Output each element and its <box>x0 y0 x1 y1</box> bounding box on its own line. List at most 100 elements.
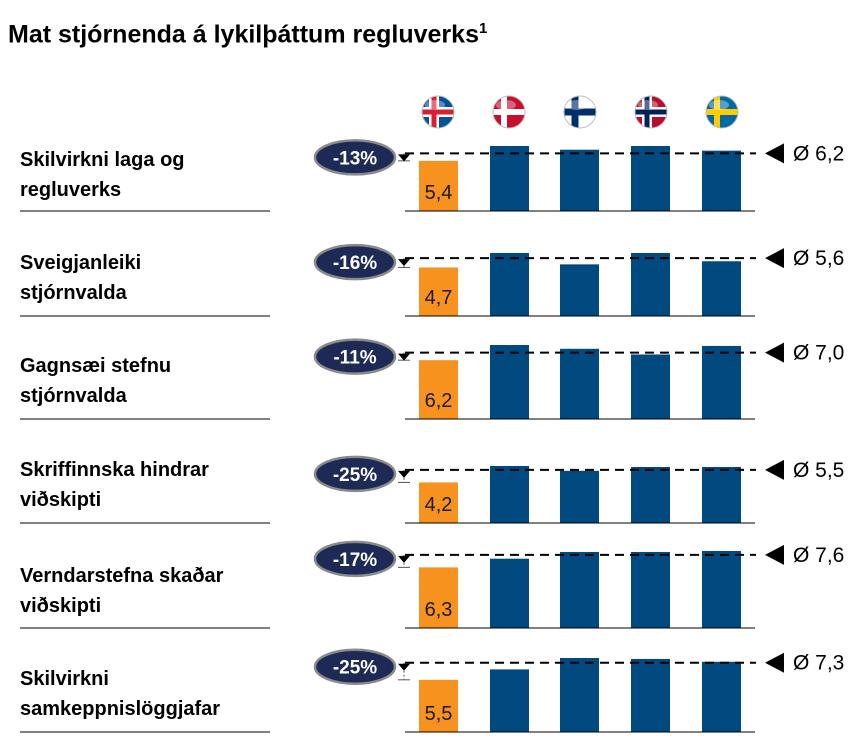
difference-badge-text: -13% <box>333 148 377 169</box>
flag-rim <box>421 95 455 129</box>
flag-denmark-icon <box>493 96 525 128</box>
bar-sweden <box>702 261 741 316</box>
bar-sweden <box>702 466 741 523</box>
chart-title-text: Mat stjórnenda á lykilþáttum regluverks <box>8 20 479 49</box>
flag-part <box>706 109 738 115</box>
gap-arrow-icon <box>398 555 410 563</box>
bar-finland <box>560 470 599 523</box>
row-label: Skilvirkni laga og regluverks <box>20 149 185 201</box>
average-label: Ø 5,5 <box>793 459 844 482</box>
difference-badge <box>313 338 397 375</box>
bar-iceland <box>419 679 458 732</box>
average-label: Ø 7,6 <box>793 544 844 567</box>
bar-finland <box>560 264 599 316</box>
difference-badge <box>313 139 397 176</box>
gap-arrow-icon <box>398 663 410 671</box>
flag-part <box>635 109 667 115</box>
difference-badge-text: -25% <box>333 465 377 486</box>
difference-badge <box>313 648 397 685</box>
flag-part <box>714 96 720 128</box>
bar-sweden <box>702 345 741 419</box>
flag-norway-icon <box>635 96 667 128</box>
flag-rim <box>492 95 526 129</box>
bar-finland <box>560 658 599 732</box>
average-marker-icon <box>765 544 784 565</box>
bar-finland <box>560 149 599 211</box>
bar-iceland <box>419 482 458 523</box>
iceland-value-label: 4,2 <box>425 494 453 516</box>
flag-part <box>501 96 507 128</box>
title-footnote: 1 <box>478 20 488 37</box>
bar-denmark <box>490 146 529 211</box>
bar-denmark <box>490 466 529 523</box>
bar-iceland <box>419 267 458 316</box>
difference-badge-text: -16% <box>333 253 377 274</box>
average-label: Ø 5,6 <box>793 247 844 270</box>
bar-norway <box>631 354 670 419</box>
gap-arrow-icon <box>398 259 410 267</box>
difference-badge-text: -17% <box>333 550 377 571</box>
average-marker-icon <box>765 143 784 164</box>
bar-norway <box>631 551 670 628</box>
difference-badge-text: -11% <box>333 348 376 369</box>
flag-part <box>571 96 579 128</box>
row-label: Sveigjanleiki stjórnvalda <box>20 252 142 304</box>
gap-arrow-icon <box>398 154 410 162</box>
flag-part <box>422 109 454 115</box>
flag-part <box>644 96 650 128</box>
bar-iceland <box>419 567 458 628</box>
iceland-value-label: 6,2 <box>425 390 453 412</box>
gap-arrow-icon <box>398 353 410 361</box>
flag-finland-icon <box>564 96 596 128</box>
bar-denmark <box>490 558 529 628</box>
difference-badge <box>313 243 397 281</box>
bar-norway <box>631 146 670 211</box>
gap-arrow-icon <box>398 470 410 478</box>
flag-gloss <box>496 100 516 110</box>
bar-sweden <box>702 551 741 628</box>
row-label: Skriffinnska hindrar viðskipti <box>20 459 209 511</box>
row-label: Verndarstefna skaðar viðskipti <box>20 565 224 617</box>
iceland-value-label: 5,5 <box>425 703 453 725</box>
bar-finland <box>560 551 599 628</box>
flag-gloss <box>638 100 658 110</box>
bar-norway <box>631 253 670 316</box>
bar-finland <box>560 348 599 419</box>
flag-iceland-icon <box>422 96 454 128</box>
bar-denmark <box>490 345 529 419</box>
bar-iceland <box>419 360 458 419</box>
difference-badge <box>313 540 397 578</box>
flag-rim <box>634 95 668 129</box>
average-marker-icon <box>765 652 784 673</box>
row-label: Gagnsæi stefnu stjórnvalda <box>20 355 172 407</box>
flag-rim <box>705 95 739 129</box>
row-label: Skilvirkni samkeppnislöggjafar <box>20 668 221 720</box>
average-marker-icon <box>765 459 784 480</box>
average-marker-icon <box>765 342 784 363</box>
difference-badge <box>313 455 397 493</box>
flag-sweden-icon <box>706 96 738 128</box>
flag-rim <box>563 95 597 129</box>
average-label: Ø 6,2 <box>793 142 844 165</box>
flag-part <box>564 108 596 116</box>
flag-part <box>431 96 437 128</box>
bar-sweden <box>702 150 741 211</box>
bar-iceland <box>419 160 458 211</box>
average-marker-icon <box>765 248 784 269</box>
difference-badge-text: -25% <box>333 658 377 679</box>
flag-gloss <box>567 100 587 110</box>
iceland-value-label: 4,7 <box>425 287 453 309</box>
flag-gloss <box>709 100 729 110</box>
flag-gloss <box>425 100 445 110</box>
iceland-value-label: 6,3 <box>425 599 453 621</box>
bar-denmark <box>490 253 529 316</box>
bar-sweden <box>702 661 741 732</box>
average-label: Ø 7,0 <box>793 342 844 365</box>
iceland-value-label: 5,4 <box>425 182 453 204</box>
flag-part <box>493 109 525 115</box>
bar-norway <box>631 658 670 732</box>
average-label: Ø 7,3 <box>793 652 844 675</box>
bar-norway <box>631 466 670 523</box>
bar-denmark <box>490 669 529 732</box>
